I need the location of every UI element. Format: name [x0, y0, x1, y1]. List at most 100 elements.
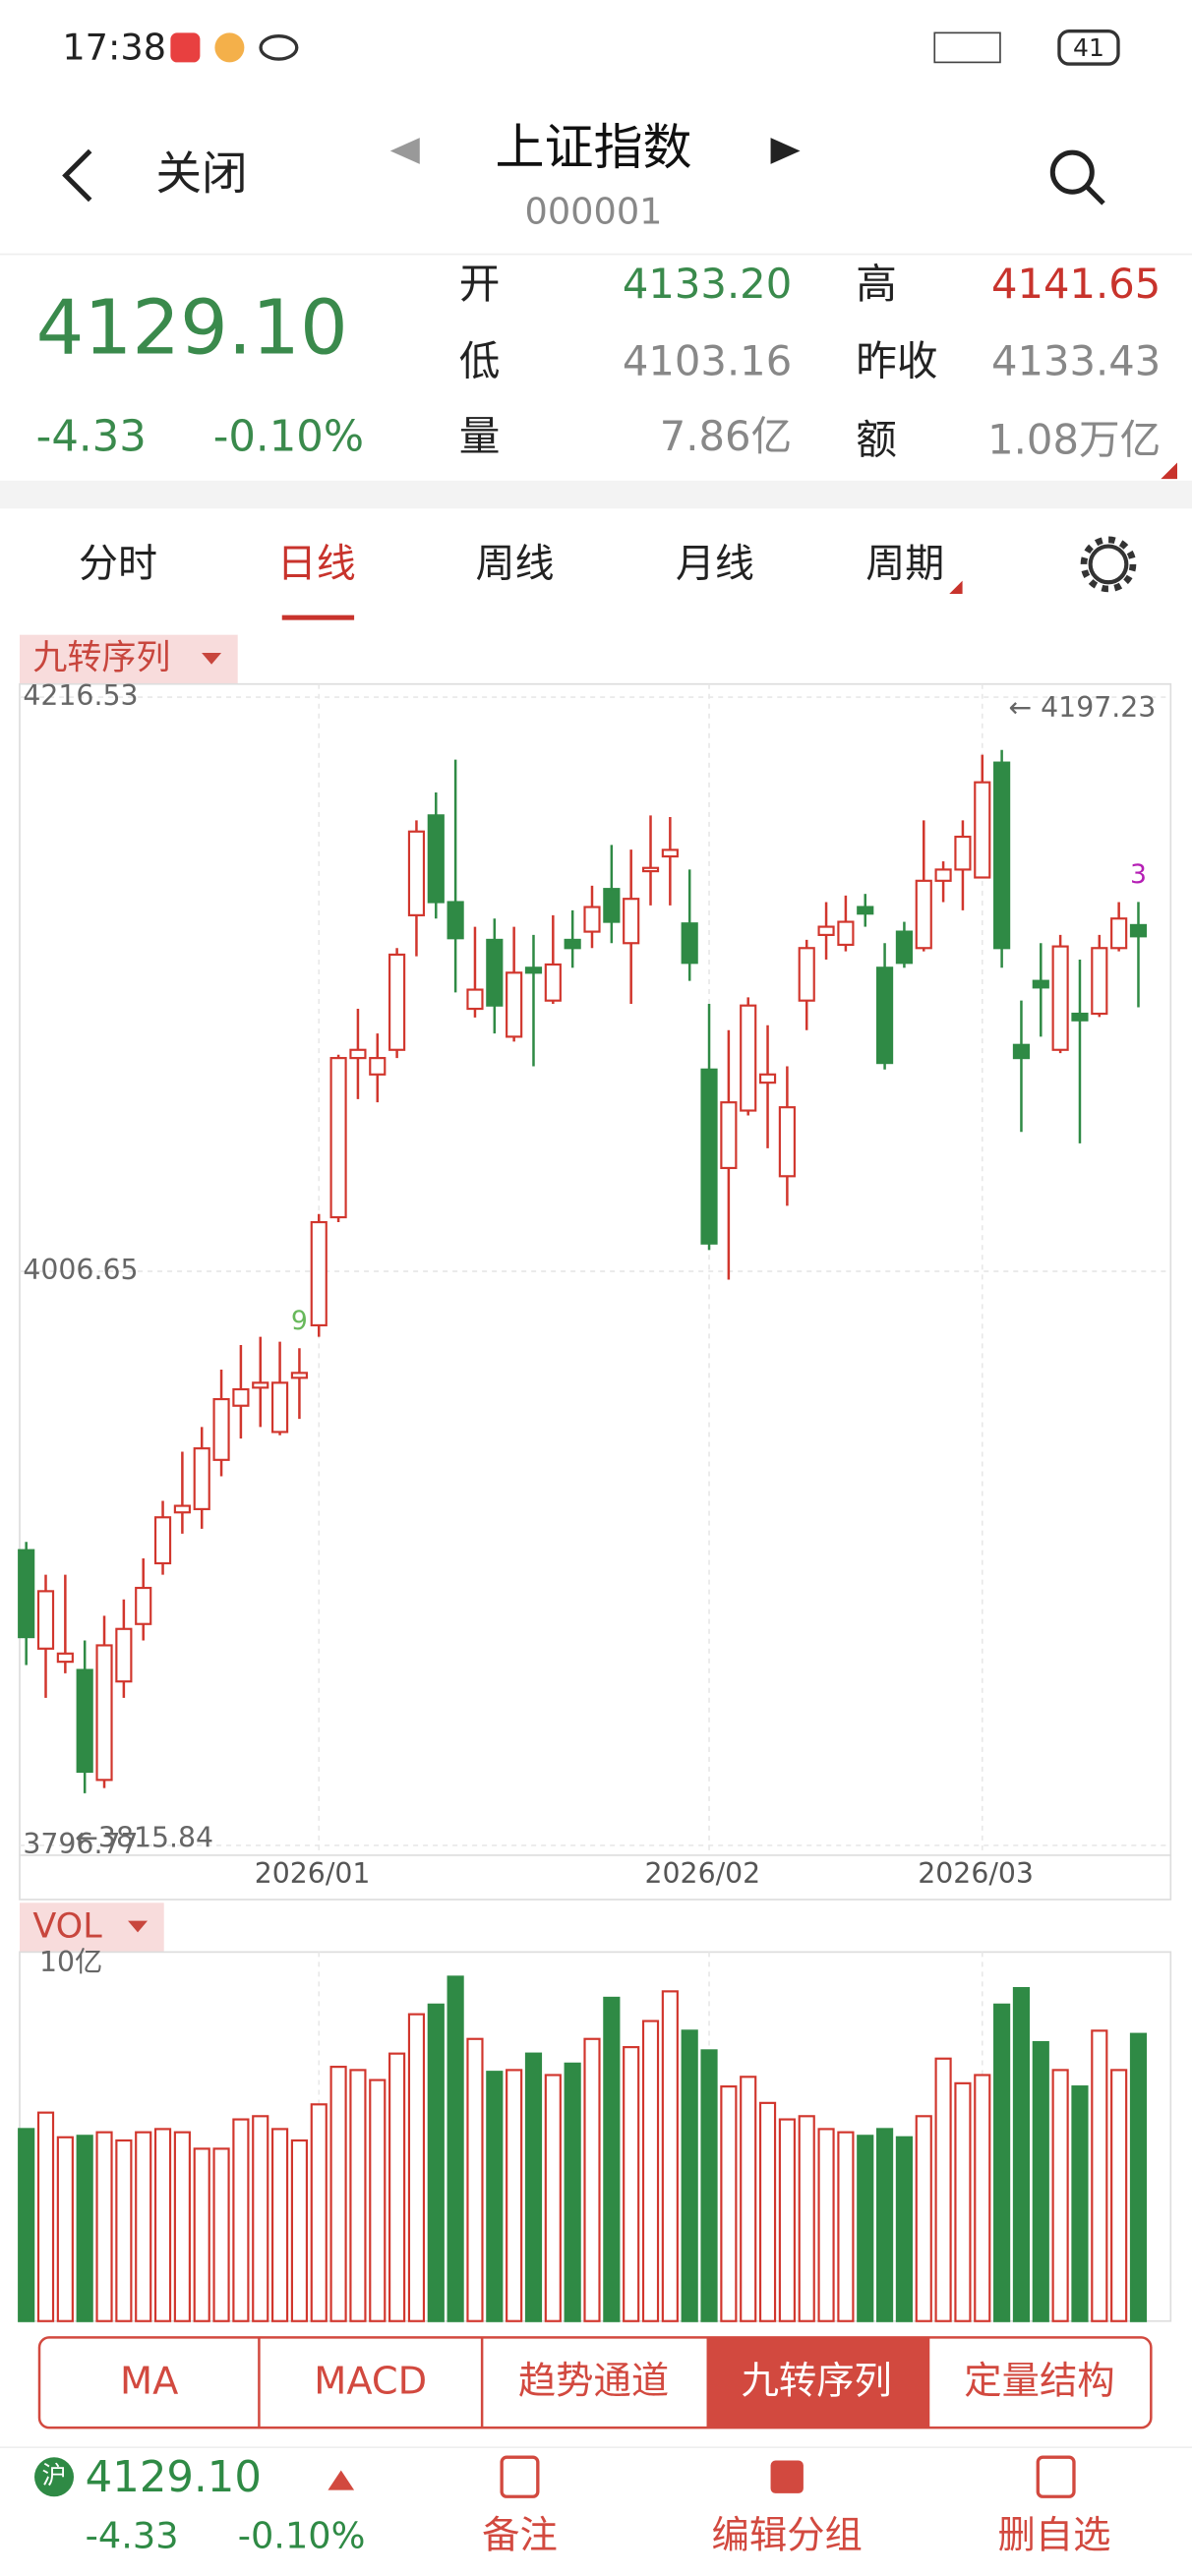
volume-bar [524, 2052, 543, 2322]
volume-bar [115, 2138, 133, 2322]
volume-bar [837, 2131, 855, 2322]
candle-body [1129, 923, 1148, 938]
battery-icon [1057, 29, 1120, 66]
field-label: 高 [856, 260, 897, 308]
volume-bar [252, 2115, 269, 2322]
expand-arrow[interactable] [328, 2470, 355, 2490]
min-label: ←3815.84 [75, 1822, 213, 1854]
next-arrow[interactable] [770, 138, 801, 164]
status-time: 17:38 [62, 27, 166, 69]
app-icon [170, 32, 201, 63]
nine-turn-label: 9 [291, 1306, 308, 1336]
field-value: 4103.16 [623, 336, 792, 384]
prev-arrow[interactable] [389, 138, 420, 164]
candle-body [290, 1372, 309, 1379]
indicator-selector[interactable] [20, 634, 238, 684]
indicator-button[interactable]: MACD [314, 2360, 427, 2404]
candle-body [173, 1504, 191, 1514]
candle-body [36, 1590, 55, 1650]
note-icon[interactable] [500, 2455, 540, 2498]
candle-body [778, 1106, 796, 1178]
candle-body [740, 1004, 757, 1112]
stock-name: 上证指数 [495, 119, 691, 176]
max-label: ← 4197.23 [1008, 691, 1156, 724]
candle-body [349, 1048, 367, 1060]
candle-body [193, 1447, 210, 1510]
field-label: 开 [459, 260, 501, 308]
volume-bar [700, 2049, 718, 2322]
market-label: 沪 [42, 2461, 67, 2489]
settings-icon[interactable] [1088, 544, 1129, 585]
candle-body [974, 781, 991, 879]
candle-body [661, 849, 679, 858]
candle-body [700, 1068, 718, 1245]
indicator-button-active[interactable]: 九转序列 [742, 2360, 892, 2404]
close-button[interactable]: 关闭 [155, 148, 247, 202]
search-icon[interactable] [1049, 149, 1095, 195]
delete-icon[interactable] [1036, 2455, 1076, 2498]
volume-bar [915, 2115, 932, 2322]
volume-bar [798, 2115, 815, 2322]
action-label[interactable]: 备注 [482, 2513, 558, 2557]
indicator-button[interactable]: 定量结构 [964, 2360, 1114, 2404]
candle-body [524, 966, 543, 974]
search-icon [1085, 185, 1105, 205]
volume-bar [641, 2020, 660, 2322]
volume-bar [56, 2136, 74, 2322]
action-label[interactable]: 删自选 [997, 2513, 1110, 2557]
indicator-button[interactable]: 趋势通道 [518, 2360, 669, 2404]
candle-body [329, 1057, 347, 1219]
candle-body [1032, 979, 1049, 989]
volume-bar [153, 2128, 172, 2322]
candle-body [1110, 917, 1128, 950]
quote-fields: 开 4133.20 高 4141.65 低 4103.16 昨收 4133.43… [459, 260, 1162, 464]
back-icon[interactable] [62, 148, 92, 203]
change: -4.33 [36, 413, 147, 462]
volume-bar [1032, 2040, 1049, 2322]
tab[interactable]: 周期 [865, 542, 944, 587]
candle-body [76, 1669, 93, 1774]
field-value: 4133.20 [623, 260, 792, 308]
candle-body [544, 963, 562, 1002]
indicator-title: 九转序列 [32, 638, 170, 678]
candle-body [641, 866, 660, 873]
volume-bar [1110, 2069, 1128, 2322]
field-label: 低 [459, 336, 501, 384]
volume-bar [212, 2147, 230, 2322]
candle-body [252, 1381, 269, 1389]
candle-body [388, 953, 406, 1051]
y-tick-label: 10亿 [39, 1946, 102, 1978]
candle-body [875, 966, 894, 1065]
volume-bar [1091, 2029, 1108, 2322]
candle-body [212, 1397, 230, 1461]
volume-bar [603, 1996, 621, 2322]
candle-body [857, 906, 874, 915]
change-percent: -0.10% [213, 413, 364, 462]
tab-mark [949, 580, 963, 594]
field-label: 量 [459, 412, 501, 460]
tab[interactable]: 周线 [475, 542, 554, 587]
last-price: 4129.10 [36, 285, 348, 373]
stock-code: 000001 [524, 190, 662, 232]
volume-bar [623, 2046, 640, 2322]
candle-body [583, 906, 601, 933]
indicator-button[interactable]: MA [120, 2360, 178, 2404]
tab[interactable]: 分时 [79, 542, 157, 587]
tab-active[interactable]: 日线 [277, 542, 356, 587]
action-label[interactable]: 编辑分组 [712, 2513, 863, 2557]
candle-body [369, 1057, 387, 1076]
volume-bar [544, 2074, 562, 2322]
bottom-percent: -0.10% [238, 2514, 366, 2556]
tab[interactable]: 月线 [676, 542, 754, 587]
volume-bar [135, 2131, 152, 2322]
candle-body [895, 930, 914, 965]
nine-turn-label: 3 [1130, 859, 1147, 890]
market-badge [34, 2457, 75, 2497]
candle-body [623, 898, 640, 945]
candle-body [407, 830, 426, 916]
candle-body [506, 971, 523, 1038]
candle-body [915, 879, 932, 950]
group-icon[interactable] [770, 2460, 804, 2493]
